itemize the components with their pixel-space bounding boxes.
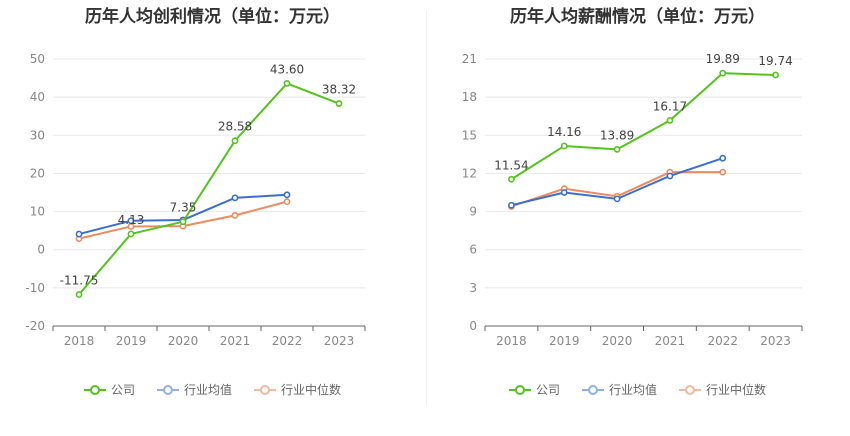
data-point-company (127, 230, 135, 238)
data-point-industry-avg (75, 230, 83, 238)
data-point-industry-avg (560, 189, 568, 196)
legend-industry-avg-icon (156, 384, 179, 396)
profit-chart-legend: 公司 行业均值 行业中位数 (0, 381, 425, 398)
y-tick-label: 0 (37, 243, 45, 257)
legend-industry-median-icon (254, 384, 276, 396)
data-label: 19.89 (706, 52, 740, 66)
y-tick-label: 10 (30, 205, 45, 219)
salary-chart-panel: 历年人均薪酬情况（单位：万元） 21 18 15 12 9 6 3 0 2018 2019 2020… (425, 0, 850, 436)
y-tick-label: 40 (30, 90, 45, 104)
data-point-company (508, 175, 515, 183)
x-tick-label: 2018 (496, 334, 527, 348)
salary-chart-legend: 公司 行业均值 行业中位数 (425, 381, 850, 398)
data-label: 43.60 (270, 62, 304, 76)
x-tick-label: 2019 (116, 334, 147, 348)
x-tick-label: 2023 (760, 334, 791, 348)
y-tick-label: 12 (462, 166, 477, 180)
data-label: 14.16 (547, 125, 581, 139)
x-tick-label: 2020 (602, 334, 633, 348)
x-tick-label: 2018 (64, 334, 95, 348)
x-tick-label: 2021 (220, 334, 251, 348)
data-point-industry-avg (613, 195, 621, 203)
x-tick-label: 2023 (324, 334, 355, 348)
y-tick-label: 50 (30, 52, 45, 66)
y-tick-label: 30 (30, 128, 45, 142)
salary-chart-title: 历年人均薪酬情况（单位：万元） (510, 7, 765, 27)
legend-industry-avg-icon (581, 384, 604, 396)
data-label: 16.17 (653, 99, 687, 113)
y-tick-label: 15 (462, 128, 477, 142)
data-point-company (560, 142, 568, 150)
data-point-industry-median (283, 198, 291, 206)
legend-industry-median-label: 行业中位数 (706, 383, 767, 397)
profit-chart-plot: 50 40 30 20 10 0 -10 -20 2018 2019 2020 2021 2022 202… (25, 52, 366, 348)
data-point-industry-avg (127, 217, 135, 225)
data-point-company (283, 80, 291, 87)
data-label: -11.75 (60, 274, 99, 288)
y-tick-label: 18 (462, 90, 477, 104)
data-point-industry-avg (719, 154, 727, 162)
data-point-industry-median (719, 168, 727, 176)
legend-company-icon (83, 384, 106, 396)
x-tick-label: 2022 (707, 334, 738, 348)
y-tick-label: 20 (30, 166, 45, 180)
legend-item-industry-avg[interactable]: 行业均值 (581, 381, 657, 398)
series-line-company (78, 82, 340, 296)
y-tick-label: 9 (469, 205, 477, 219)
legend-company-label: 公司 (110, 383, 135, 397)
data-point-company (75, 291, 83, 298)
legend-item-industry-avg[interactable]: 行业均值 (156, 381, 232, 398)
data-label: 11.54 (494, 158, 528, 172)
profit-chart-title: 历年人均创利情况（单位：万元） (85, 7, 340, 27)
legend-industry-avg-label: 行业均值 (608, 383, 657, 397)
y-tick-label: 0 (469, 319, 477, 333)
x-tick-label: 2020 (168, 334, 199, 348)
legend-item-company[interactable]: 公司 (508, 381, 560, 398)
legend-item-company[interactable]: 公司 (83, 381, 135, 398)
data-label: 19.74 (758, 54, 792, 68)
y-tick-label: 3 (469, 281, 477, 295)
x-tick-label: 2019 (549, 334, 580, 348)
data-label: 28.58 (218, 120, 252, 134)
data-point-company (719, 69, 727, 77)
data-point-company (666, 117, 674, 124)
data-point-company (613, 145, 621, 153)
y-tick-label: -20 (25, 319, 45, 333)
x-tick-label: 2021 (655, 334, 686, 348)
legend-item-industry-median[interactable]: 行业中位数 (254, 381, 341, 398)
data-label: 38.32 (322, 83, 356, 97)
data-point-company (772, 71, 779, 79)
legend-industry-median-label: 行业中位数 (281, 383, 342, 397)
data-point-industry-avg (508, 201, 515, 209)
profit-chart-panel: 历年人均创利情况（单位：万元） 50 40 30 20 10 0 -10 -20 2018 201… (0, 7, 425, 398)
legend-item-industry-median[interactable]: 行业中位数 (679, 381, 766, 398)
data-point-company (335, 100, 343, 107)
data-label: 7.35 (170, 201, 197, 215)
data-point-company (231, 137, 239, 145)
data-point-industry-avg (283, 191, 291, 199)
legend-industry-avg-label: 行业均值 (183, 383, 232, 397)
legend-company-label: 公司 (535, 383, 560, 397)
y-tick-label: 21 (462, 52, 477, 66)
data-point-industry-median (231, 211, 239, 219)
data-point-industry-avg (231, 194, 239, 202)
salary-chart-plot: 21 18 15 12 9 6 3 0 2018 2019 2020 2021 2022 2023 11.5… (462, 52, 803, 348)
legend-industry-median-icon (679, 384, 701, 396)
data-label: 13.89 (600, 128, 634, 142)
y-tick-label: 6 (469, 243, 477, 257)
panel-divider (426, 10, 427, 405)
series-line-company (510, 72, 776, 181)
x-tick-label: 2022 (272, 334, 303, 348)
y-tick-label: -10 (25, 281, 45, 295)
legend-company-icon (508, 384, 531, 396)
data-point-company (179, 218, 187, 226)
data-label: 4.13 (118, 213, 145, 227)
data-point-industry-avg (666, 172, 674, 180)
